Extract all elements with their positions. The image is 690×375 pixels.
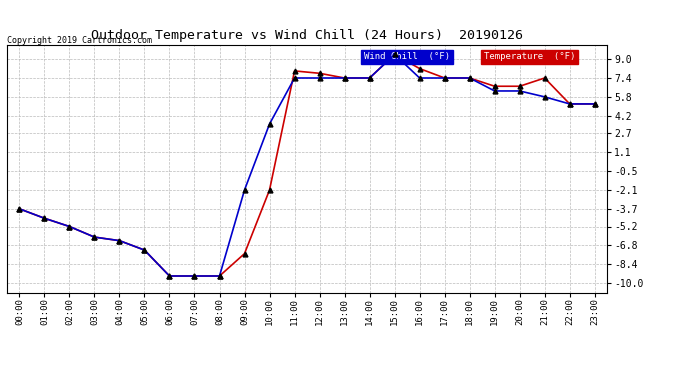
Text: Wind Chill  (°F): Wind Chill (°F) [364,53,450,62]
Title: Outdoor Temperature vs Wind Chill (24 Hours)  20190126: Outdoor Temperature vs Wind Chill (24 Ho… [91,30,523,42]
Text: Temperature  (°F): Temperature (°F) [484,53,575,62]
Text: Copyright 2019 Cartronics.com: Copyright 2019 Cartronics.com [7,36,152,45]
